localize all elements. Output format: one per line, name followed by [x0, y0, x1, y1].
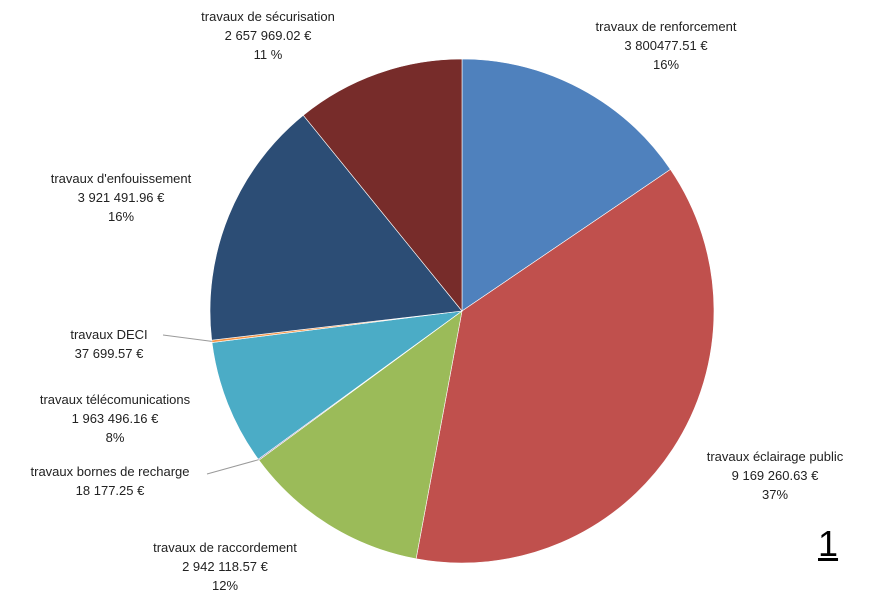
slice-label-text: travaux d'enfouissement [51, 171, 192, 186]
pie-slice [461, 58, 671, 312]
slice-percent-text: 16% [108, 209, 134, 224]
slice-value-text: 1 963 496.16 € [72, 411, 160, 426]
slice-percent-text: 16% [653, 57, 679, 72]
pie-slice [415, 169, 715, 564]
slice-label-text: travaux télécomunications [40, 392, 191, 407]
slice-value-text: 18 177.25 € [76, 483, 145, 498]
slice-value-text: 3 921 491.96 € [78, 190, 166, 205]
slice-label-text: travaux éclairage public [707, 449, 844, 464]
leader-line [206, 459, 259, 475]
page-number: 1 [818, 523, 839, 564]
slice-labels: travaux de renforcement 3 800477.51 € 16% t… [31, 9, 844, 593]
slice-label-text: travaux DECI [70, 327, 147, 342]
pie-slice [209, 114, 463, 341]
slice-label-text: travaux de raccordement [153, 540, 297, 555]
slice-value-text: 3 800477.51 € [624, 38, 708, 53]
slice-value-text: 37 699.57 € [75, 346, 144, 361]
pie-slices [209, 58, 715, 564]
slice-value-text: 2 657 969.02 € [225, 28, 313, 43]
pie-slice [211, 310, 463, 460]
slice-label-text: travaux bornes de recharge [31, 464, 190, 479]
slice-label-text: travaux de renforcement [596, 19, 737, 34]
slice-value-text: 2 942 118.57 € [182, 559, 269, 574]
pie-slice [302, 58, 463, 312]
leader-lines [162, 334, 259, 475]
slice-value-text: 9 169 260.63 € [732, 468, 820, 483]
pie-slice [258, 310, 463, 560]
slice-percent-text: 11 % [254, 47, 283, 62]
slice-label-text: travaux de sécurisation [201, 9, 335, 24]
leader-line [162, 334, 212, 342]
slice-percent-text: 8% [106, 430, 125, 445]
slice-percent-text: 37% [762, 487, 788, 502]
slice-percent-text: 12% [212, 578, 238, 593]
